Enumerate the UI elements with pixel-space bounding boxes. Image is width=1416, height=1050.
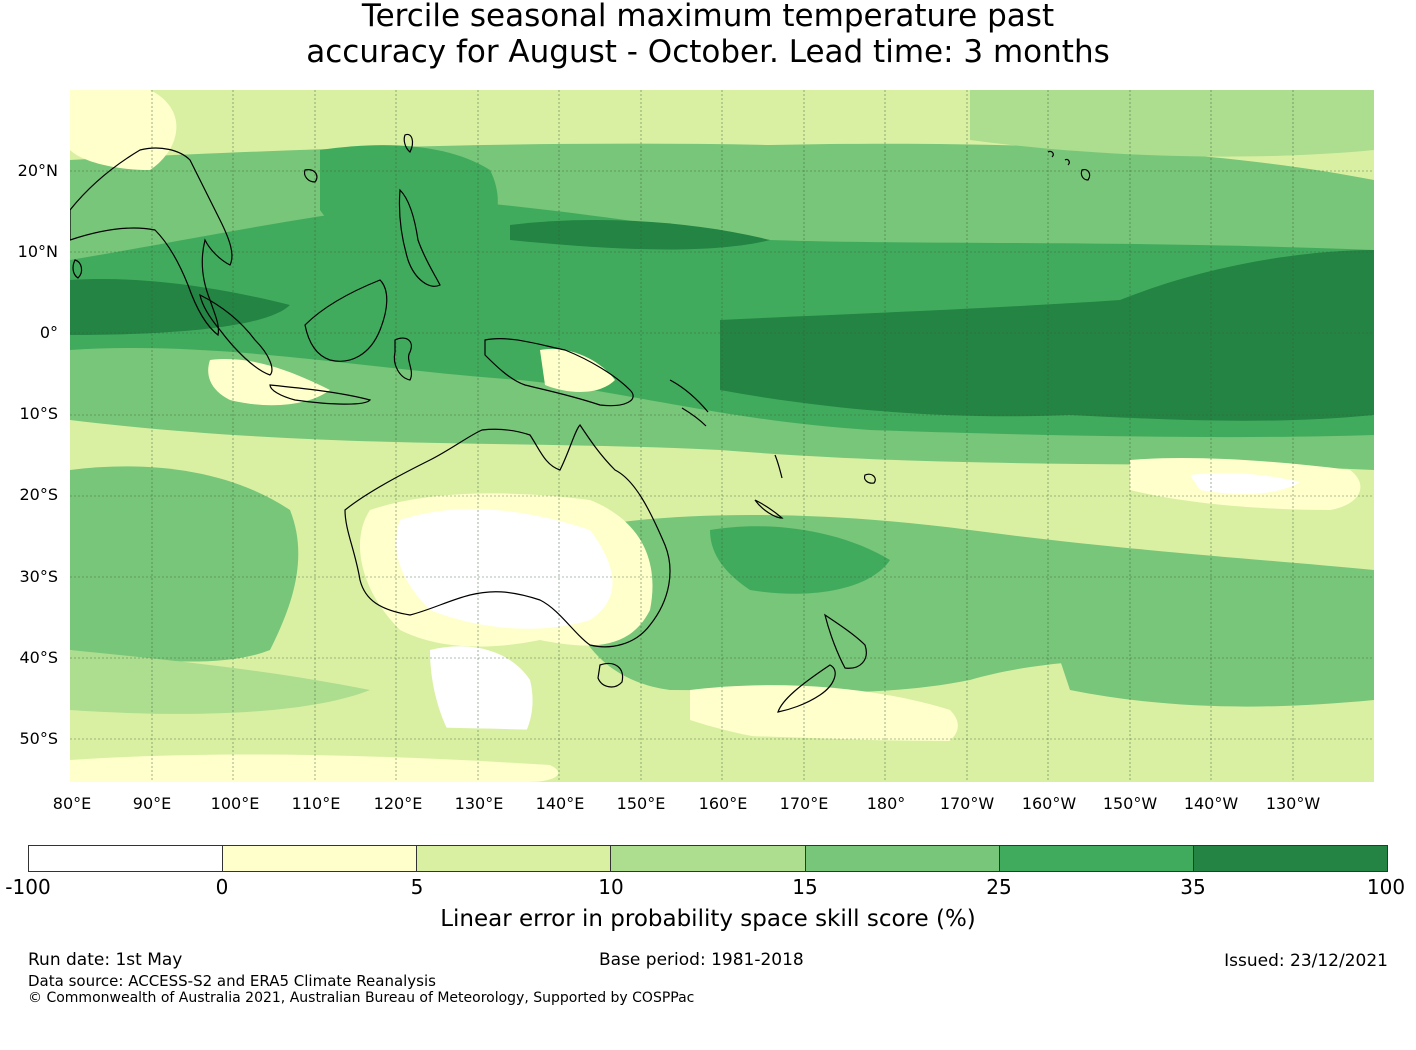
tasmania-coastline bbox=[597, 662, 624, 688]
lon-label-90e: 90°E bbox=[132, 794, 172, 813]
skill-score-map bbox=[70, 90, 1374, 782]
sumatra-coastline bbox=[199, 293, 273, 376]
hainan-coastline bbox=[303, 169, 318, 183]
new-guinea-coastline bbox=[484, 338, 634, 407]
map-canvas bbox=[70, 90, 1374, 782]
coastlines bbox=[70, 133, 1091, 713]
region-southern-ocean-light bbox=[70, 650, 370, 714]
hawaii-coastline bbox=[1047, 150, 1091, 181]
region-very-high-skill-west bbox=[70, 279, 290, 335]
lon-label-120e: 120°E bbox=[373, 794, 423, 813]
region-east-pacific-negative bbox=[1190, 472, 1300, 494]
region-far-south-low bbox=[70, 754, 559, 782]
lon-label-140w: 140°W bbox=[1183, 794, 1239, 813]
lon-label-150e: 150°E bbox=[616, 794, 666, 813]
lon-label-140e: 140°E bbox=[535, 794, 585, 813]
lat-label-10s: 10°S bbox=[19, 404, 58, 423]
lon-label-170e: 170°E bbox=[779, 794, 829, 813]
colorbar-tick: -100 bbox=[5, 875, 51, 899]
copyright-notice: © Commonwealth of Australia 2021, Austra… bbox=[28, 990, 695, 1006]
colorbar-segment bbox=[999, 846, 1194, 871]
colorbar-tick: 35 bbox=[1180, 875, 1206, 899]
colorbar-segment bbox=[1193, 846, 1387, 871]
colorbar-segment bbox=[417, 846, 612, 871]
philippines-coastline bbox=[398, 188, 441, 287]
graticule bbox=[70, 90, 1374, 782]
java-coastline bbox=[269, 384, 372, 405]
region-very-high-skill-north bbox=[510, 220, 770, 250]
lon-label-130e: 130°E bbox=[454, 794, 504, 813]
lat-label-equator: 0° bbox=[39, 323, 58, 342]
lat-label-20n: 20°N bbox=[17, 161, 58, 180]
colorbar-segment bbox=[611, 846, 806, 871]
map-title-line-1: Tercile seasonal maximum temperature pas… bbox=[361, 0, 1055, 34]
issued-date: Issued: 23/12/2021 bbox=[1224, 951, 1388, 971]
colorbar-label: Linear error in probability space skill … bbox=[440, 906, 976, 932]
sri-lanka-coastline bbox=[72, 259, 83, 279]
colorbar-tick: 25 bbox=[986, 875, 1012, 899]
colorbar bbox=[28, 845, 1388, 872]
base-period: Base period: 1981-2018 bbox=[599, 950, 804, 970]
region-south-pacific-low bbox=[690, 685, 958, 755]
colorbar-tick: 15 bbox=[792, 875, 818, 899]
colorbar-tick: 10 bbox=[598, 875, 624, 899]
borneo-coastline bbox=[304, 279, 388, 362]
lon-label-130w: 130°W bbox=[1265, 794, 1321, 813]
lon-label-80e: 80°E bbox=[52, 794, 92, 813]
lon-label-150w: 150°W bbox=[1102, 794, 1158, 813]
colorbar-segment bbox=[29, 846, 224, 871]
region-north-pacific-light bbox=[970, 90, 1374, 157]
taiwan-coastline bbox=[403, 133, 414, 153]
australia-coastline bbox=[344, 424, 671, 648]
region-very-high-skill bbox=[720, 250, 1374, 421]
sulawesi-coastline bbox=[393, 337, 413, 381]
nz-south-island-coastline bbox=[777, 664, 836, 713]
nz-north-island-coastline bbox=[824, 613, 867, 669]
lon-label-110e: 110°E bbox=[291, 794, 341, 813]
lat-label-40s: 40°S bbox=[19, 648, 58, 667]
lon-label-100e: 100°E bbox=[210, 794, 260, 813]
lon-label-170w: 170°W bbox=[939, 794, 995, 813]
map-title-line-2: accuracy for August - October. Lead time… bbox=[306, 34, 1110, 70]
lon-label-160e: 160°E bbox=[698, 794, 748, 813]
lon-label-160w: 160°W bbox=[1021, 794, 1077, 813]
lat-label-30s: 30°S bbox=[19, 567, 58, 586]
lat-label-50s: 50°S bbox=[19, 729, 58, 748]
colorbar-tick: 5 bbox=[410, 875, 424, 899]
lon-label-180: 180° bbox=[866, 794, 906, 813]
lat-label-10n: 10°N bbox=[17, 242, 58, 261]
fiji-coastline bbox=[863, 473, 876, 484]
region-indonesia-low bbox=[208, 359, 330, 406]
run-date: Run date: 1st May bbox=[28, 950, 183, 970]
colorbar-tick: 100 bbox=[1366, 875, 1406, 899]
region-australia-negative bbox=[396, 509, 613, 629]
region-southern-ocean-moderate bbox=[70, 466, 299, 662]
mainland-se-asia-coastline bbox=[70, 147, 233, 337]
new-caledonia-coastline bbox=[754, 499, 784, 519]
region-nw-low bbox=[70, 90, 177, 170]
solomon-islands-coastline bbox=[669, 379, 709, 427]
colorbar-tick: 0 bbox=[215, 875, 229, 899]
lat-label-20s: 20°S bbox=[19, 485, 58, 504]
colorbar-segment bbox=[223, 846, 418, 871]
vanuatu-coastline bbox=[774, 454, 783, 479]
colorbar-segment bbox=[805, 846, 1000, 871]
data-source: Data source: ACCESS-S2 and ERA5 Climate … bbox=[28, 972, 436, 990]
